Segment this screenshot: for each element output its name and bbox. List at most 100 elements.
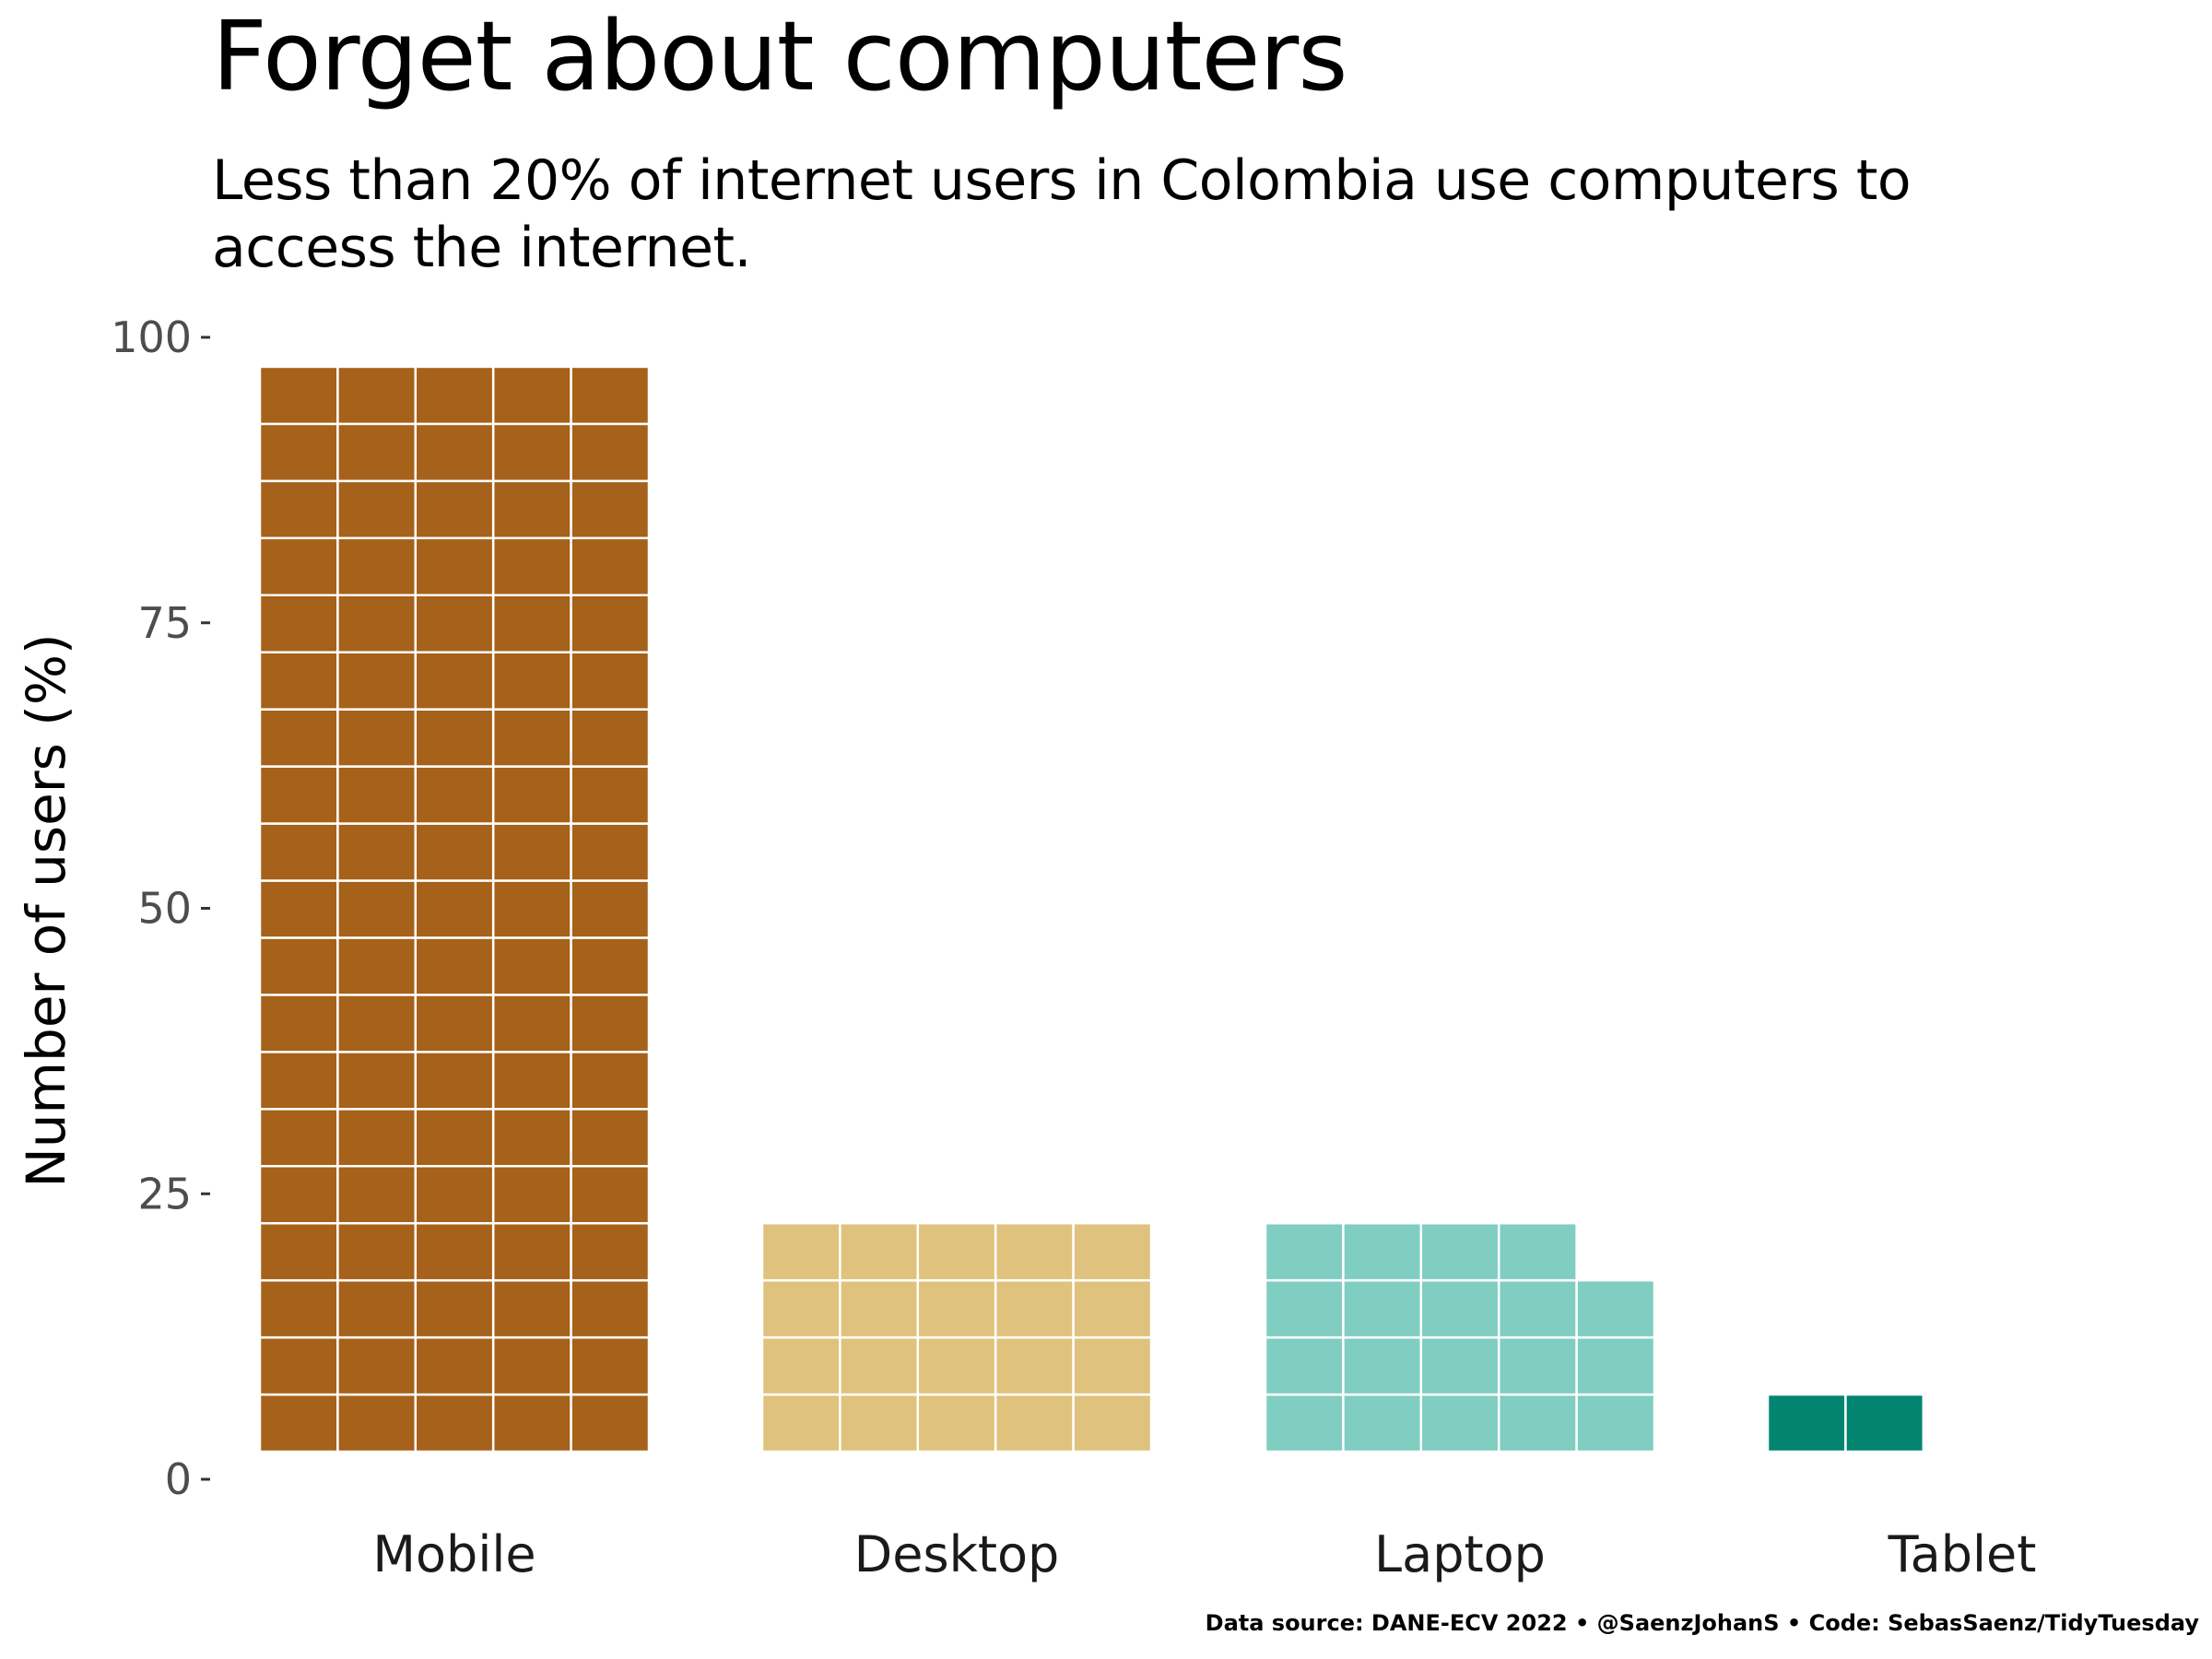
- waffle-cell: [570, 1221, 651, 1282]
- waffle-cell: [1072, 1335, 1153, 1396]
- x-tick-label: Mobile: [372, 1525, 535, 1583]
- y-axis-title: Number of users (%): [15, 633, 77, 1187]
- waffle-cell: [491, 536, 572, 596]
- waffle-cell: [1264, 1335, 1345, 1396]
- waffle-cell: [491, 936, 572, 996]
- waffle-cell: [491, 1335, 572, 1396]
- x-tick-label: Laptop: [1374, 1525, 1546, 1583]
- waffle-cell: [258, 822, 339, 882]
- waffle-cell: [760, 1393, 841, 1453]
- waffle-cell: [760, 1278, 841, 1339]
- waffle-cell: [258, 594, 339, 653]
- waffle-cell: [570, 479, 651, 540]
- waffle-cell: [1497, 1393, 1578, 1453]
- waffle-cell: [839, 1335, 920, 1396]
- waffle-cell: [1497, 1278, 1578, 1339]
- waffle-cell: [994, 1335, 1075, 1396]
- waffle-cell: [570, 1393, 651, 1453]
- waffle-cell: [491, 1393, 572, 1453]
- waffle-cell: [570, 651, 651, 711]
- waffle-cell: [1419, 1335, 1500, 1396]
- waffle-cell: [258, 879, 339, 939]
- waffle-cell: [570, 1108, 651, 1168]
- waffle-cell: [570, 1278, 651, 1339]
- waffle-cell: [336, 594, 418, 653]
- waffle-cell: [491, 1221, 572, 1282]
- x-axis: Mobile Desktop Laptop Tablet: [372, 1525, 2036, 1583]
- waffle-cell: [336, 1051, 418, 1111]
- y-tick-label: 50: [137, 884, 192, 934]
- waffle-cell: [1342, 1393, 1423, 1453]
- waffle-bar-mobile: [258, 365, 651, 1453]
- waffle-cell: [258, 422, 339, 483]
- waffle-cell: [570, 936, 651, 996]
- waffle-cell: [414, 994, 495, 1053]
- waffle-cell: [414, 822, 495, 882]
- waffle-cell: [336, 651, 418, 711]
- waffle-cell: [336, 479, 418, 540]
- waffle-cell: [491, 994, 572, 1053]
- waffle-cell: [839, 1221, 920, 1282]
- waffle-cell: [414, 1165, 495, 1225]
- waffle-cell: [414, 594, 495, 653]
- waffle-cell: [491, 765, 572, 825]
- waffle-cell: [491, 1278, 572, 1339]
- waffle-bar-laptop: [1264, 1221, 1656, 1453]
- waffle-cell: [336, 765, 418, 825]
- waffle-cell: [336, 822, 418, 882]
- waffle-cell: [570, 1051, 651, 1111]
- waffle-cell: [258, 479, 339, 540]
- waffle-cell: [414, 1221, 495, 1282]
- waffle-cell: [336, 1221, 418, 1282]
- y-tick-label: 100: [111, 312, 192, 362]
- waffle-cell: [414, 1335, 495, 1396]
- waffle-cell: [336, 365, 418, 426]
- waffle-cell: [414, 651, 495, 711]
- waffle-cell: [570, 365, 651, 426]
- waffle-cell: [336, 1108, 418, 1168]
- waffle-cell: [258, 708, 339, 768]
- waffle-cell: [570, 994, 651, 1053]
- waffle-cell: [491, 822, 572, 882]
- y-tick-label: 0: [165, 1454, 192, 1504]
- waffle-cell: [258, 1051, 339, 1111]
- waffle-cell: [1072, 1221, 1153, 1282]
- waffle-cell: [916, 1278, 997, 1339]
- waffle-cell: [916, 1335, 997, 1396]
- waffle-cell: [1342, 1221, 1423, 1282]
- waffle-cell: [994, 1393, 1075, 1453]
- waffle-cell: [491, 1108, 572, 1168]
- waffle-cell: [570, 536, 651, 596]
- waffle-cell: [570, 422, 651, 483]
- waffle-cell: [336, 1335, 418, 1396]
- y-tick-label: 75: [137, 598, 192, 648]
- waffle-cell: [491, 1051, 572, 1111]
- waffle-cell: [839, 1393, 920, 1453]
- waffle-cell: [491, 708, 572, 768]
- waffle-cell: [336, 422, 418, 483]
- chart-caption: Data source: DANE-ECV 2022 • @SaenzJohan…: [1205, 1610, 2199, 1636]
- waffle-cell: [1264, 1278, 1345, 1339]
- waffle-cell: [994, 1221, 1075, 1282]
- waffle-bars: [258, 365, 1925, 1453]
- waffle-cell: [1766, 1393, 1847, 1453]
- waffle-cell: [336, 1278, 418, 1339]
- chart-subtitle: Less than 20% of internet users in Colom…: [212, 148, 1912, 280]
- waffle-cell: [258, 936, 339, 996]
- waffle-cell: [570, 594, 651, 653]
- waffle-cell: [258, 1221, 339, 1282]
- waffle-cell: [760, 1221, 841, 1282]
- waffle-cell: [336, 994, 418, 1053]
- waffle-cell: [336, 1393, 418, 1453]
- waffle-cell: [1342, 1278, 1423, 1339]
- waffle-cell: [1072, 1393, 1153, 1453]
- waffle-cell: [570, 1165, 651, 1225]
- y-tick-label: 25: [137, 1169, 192, 1218]
- waffle-cell: [916, 1221, 997, 1282]
- waffle-cell: [414, 936, 495, 996]
- waffle-cell: [491, 365, 572, 426]
- waffle-cell: [1497, 1335, 1578, 1396]
- waffle-cell: [491, 879, 572, 939]
